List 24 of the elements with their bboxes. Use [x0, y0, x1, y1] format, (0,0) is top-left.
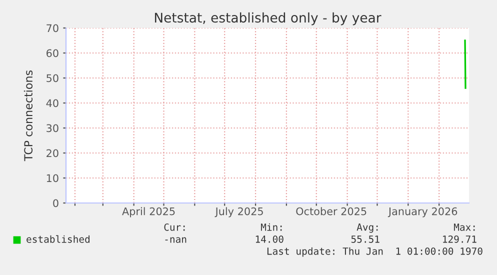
y-tick-label: 50	[46, 74, 58, 82]
legend-label: established	[26, 235, 90, 243]
x-tick-label: July 2025	[214, 207, 263, 218]
text: -nan	[165, 237, 186, 243]
y-tick-label: 70	[46, 24, 58, 32]
y-tick-label: 10	[46, 174, 58, 182]
text: Last update: Thu Jan 1 01:00:00 1970	[267, 247, 482, 257]
text: 129.71	[443, 235, 476, 243]
text: Min:	[260, 223, 282, 231]
text: Cur:	[164, 223, 185, 231]
x-tick-label: January 2026	[388, 207, 458, 218]
y-axis-title: TCP connections	[24, 70, 33, 162]
y-tick-label: 30	[46, 124, 58, 132]
y-tick-label: 40	[46, 99, 58, 108]
x-tick-label: October 2025	[296, 207, 366, 216]
text: 14.00	[256, 235, 284, 243]
y-tick-label: 60	[46, 49, 58, 58]
text: Avg:	[356, 224, 378, 233]
y-tick-label: 20	[46, 149, 58, 158]
text: Max:	[454, 224, 475, 231]
chart-title: Netstat, established only - by year	[154, 12, 382, 26]
x-tick-label: April 2025	[122, 207, 175, 218]
y-tick-label: 0	[53, 199, 58, 208]
text: 55.51	[351, 236, 380, 243]
